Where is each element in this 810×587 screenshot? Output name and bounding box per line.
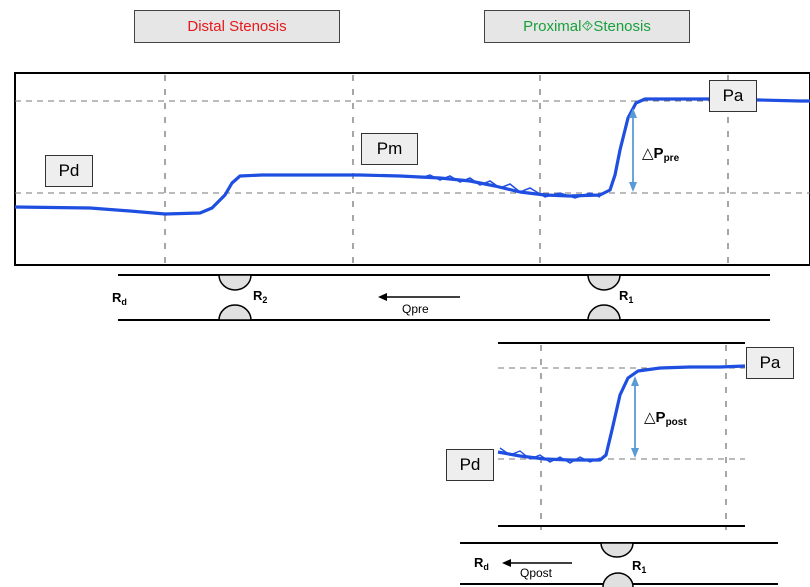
- pm-label: Pm: [361, 133, 418, 165]
- rd-label-pre: Rd: [112, 290, 127, 307]
- pm-label-text: Pm: [376, 139, 403, 158]
- pre-pressure-trace-noise: [419, 174, 601, 199]
- distal-stenosis-label: Distal Stenosis: [187, 18, 287, 35]
- r1-stenosis-top: [587, 274, 621, 291]
- proximal-stenosis-header: Proximal⯑Stenosis: [484, 10, 690, 43]
- rd-label-post: Rd: [474, 555, 489, 572]
- r2-sub: 2: [262, 295, 268, 305]
- post-pressure-trace-noise: [499, 447, 601, 464]
- distal-stenosis-header: Distal Stenosis: [134, 10, 340, 43]
- post-delta-arrowhead-bottom: [631, 448, 639, 458]
- r1-pre-sub: 1: [628, 295, 634, 305]
- pd-label-post: Pd: [446, 449, 494, 481]
- delta-p-post: △Ppost: [644, 408, 687, 428]
- pa-label-post-text: Pa: [759, 353, 781, 372]
- pre-pressure-panel: [14, 72, 810, 266]
- qpre-label: Qpre: [402, 302, 429, 316]
- pd-label-pre: Pd: [45, 155, 93, 187]
- delta-p-pre-sub: pre: [663, 153, 680, 164]
- delta-p-post-main: P: [655, 409, 666, 426]
- r1-pre-main: R: [619, 288, 629, 303]
- qpost-label: Qpost: [520, 566, 553, 580]
- r2-label: R2: [253, 288, 267, 305]
- rd-post-sub: d: [483, 562, 489, 572]
- pa-label-post: Pa: [746, 347, 794, 379]
- pre-delta-arrowhead-bottom: [629, 182, 637, 192]
- post-pressure-trace: [497, 364, 746, 462]
- delta-p-post-sub: post: [665, 417, 687, 428]
- pre-delta-arrowhead-top: [629, 108, 637, 118]
- pd-label-pre-text: Pd: [58, 161, 80, 180]
- post-r1-stenosis-top: [600, 542, 634, 558]
- qpre-arrowhead: [378, 293, 387, 301]
- delta-triangle-icon: △: [642, 145, 654, 162]
- rd-pre-sub: d: [121, 297, 127, 307]
- pa-label-pre: Pa: [709, 80, 757, 112]
- qpost-arrowhead: [502, 559, 511, 567]
- rd-post-main: R: [474, 555, 484, 570]
- post-delta-arrowhead-top: [631, 376, 639, 386]
- delta-p-pre: △Ppre: [642, 144, 679, 164]
- r1-label-pre: R1: [619, 288, 633, 305]
- r2-main: R: [253, 288, 263, 303]
- r1-post-main: R: [632, 558, 642, 573]
- rd-pre-main: R: [112, 290, 122, 305]
- post-r1-stenosis-bottom: [602, 572, 634, 587]
- proximal-stenosis-label: Proximal⯑Stenosis: [523, 18, 651, 35]
- pa-label-pre-text: Pa: [722, 86, 744, 105]
- r2-stenosis-bottom: [218, 304, 252, 321]
- delta-p-pre-main: P: [653, 145, 664, 162]
- r1-label-post: R1: [632, 558, 646, 575]
- delta-triangle-icon-post: △: [644, 409, 656, 426]
- pd-label-post-text: Pd: [459, 455, 481, 474]
- r1-stenosis-bottom: [587, 304, 621, 321]
- r1-post-sub: 1: [641, 565, 647, 575]
- r2-stenosis-top: [218, 274, 252, 291]
